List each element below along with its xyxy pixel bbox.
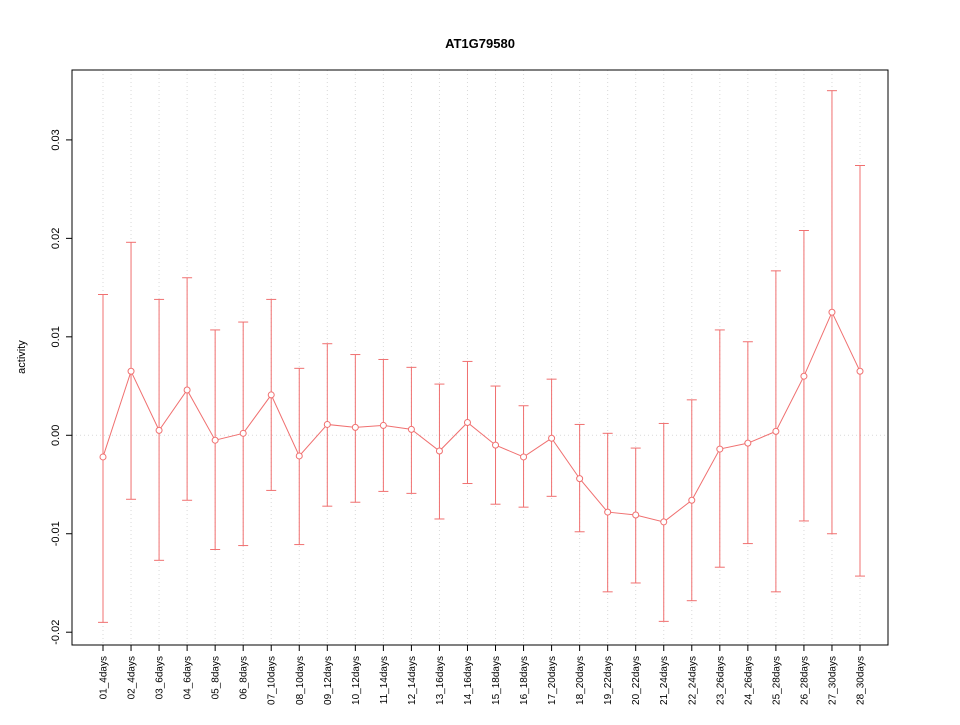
data-point	[772, 427, 780, 435]
series-line	[102, 311, 861, 523]
data-point	[660, 518, 668, 526]
data-point	[407, 425, 415, 433]
x-tick-label: 24_26days	[743, 656, 754, 705]
data-point	[688, 496, 696, 504]
data-point	[379, 421, 387, 429]
x-tick-label: 06_8days	[239, 656, 250, 699]
x-tick-label: 28_30days	[856, 656, 867, 705]
data-point	[295, 452, 303, 460]
data-point	[716, 445, 724, 453]
x-tick-label: 25_28days	[771, 656, 782, 705]
data-point	[520, 453, 528, 461]
chart-title: AT1G79580	[445, 36, 515, 51]
x-tick-label: 08_10days	[295, 656, 306, 705]
data-point	[351, 423, 359, 431]
x-tick-label: 01_4days	[99, 656, 110, 699]
x-tick-label: 19_22days	[603, 656, 614, 705]
data-point	[800, 372, 808, 380]
data-point	[155, 426, 163, 434]
x-tick-label: 27_30days	[827, 656, 838, 705]
y-tick-label: 0.03	[50, 129, 62, 150]
x-tick-label: 23_26days	[715, 656, 726, 705]
x-tick-label: 20_22days	[631, 656, 642, 705]
data-point	[492, 441, 500, 449]
x-tick-label: 02_4days	[127, 656, 138, 699]
x-tick-label: 16_18days	[519, 656, 530, 705]
data-point	[183, 386, 191, 394]
data-point	[828, 308, 836, 316]
y-tick-label: 0.02	[50, 228, 62, 249]
y-tick-label: 0.01	[50, 326, 62, 347]
x-tick-label: 22_24days	[687, 656, 698, 705]
x-tick-label: 18_20days	[575, 656, 586, 705]
y-tick-label: 0.00	[50, 425, 62, 446]
x-tick-label: 11_14days	[379, 656, 390, 704]
data-point	[632, 511, 640, 519]
y-tick-label: -0.02	[50, 620, 62, 645]
x-tick-label: 10_12days	[351, 656, 362, 705]
data-point	[548, 434, 556, 442]
data-point	[744, 439, 752, 447]
data-point	[267, 391, 275, 399]
x-tick-label: 13_16days	[435, 656, 446, 705]
data-point	[323, 420, 331, 428]
data-point	[211, 436, 219, 444]
x-tick-label: 21_24days	[659, 656, 670, 705]
x-tick-label: 15_18days	[491, 656, 502, 705]
x-tick-label: 07_10days	[267, 656, 278, 705]
x-tick-label: 03_6days	[155, 656, 166, 699]
x-tick-label: 05_8days	[211, 656, 222, 699]
data-point	[239, 429, 247, 437]
x-tick-label: 14_16days	[463, 656, 474, 705]
data-point	[127, 367, 135, 375]
data-point	[435, 447, 443, 455]
data-point	[856, 367, 864, 375]
x-tick-label: 04_6days	[183, 656, 194, 699]
data-point	[604, 508, 612, 516]
data-point	[463, 418, 471, 426]
data-point	[576, 475, 584, 483]
x-tick-label: 17_20days	[547, 656, 558, 705]
y-axis-label: activity	[16, 340, 28, 374]
x-tick-label: 09_12days	[323, 656, 334, 705]
x-tick-label: 26_28days	[799, 656, 810, 705]
plot-border	[71, 69, 889, 646]
y-tick-label: -0.01	[50, 521, 62, 546]
data-point	[99, 453, 107, 461]
x-tick-label: 12_14days	[407, 656, 418, 705]
